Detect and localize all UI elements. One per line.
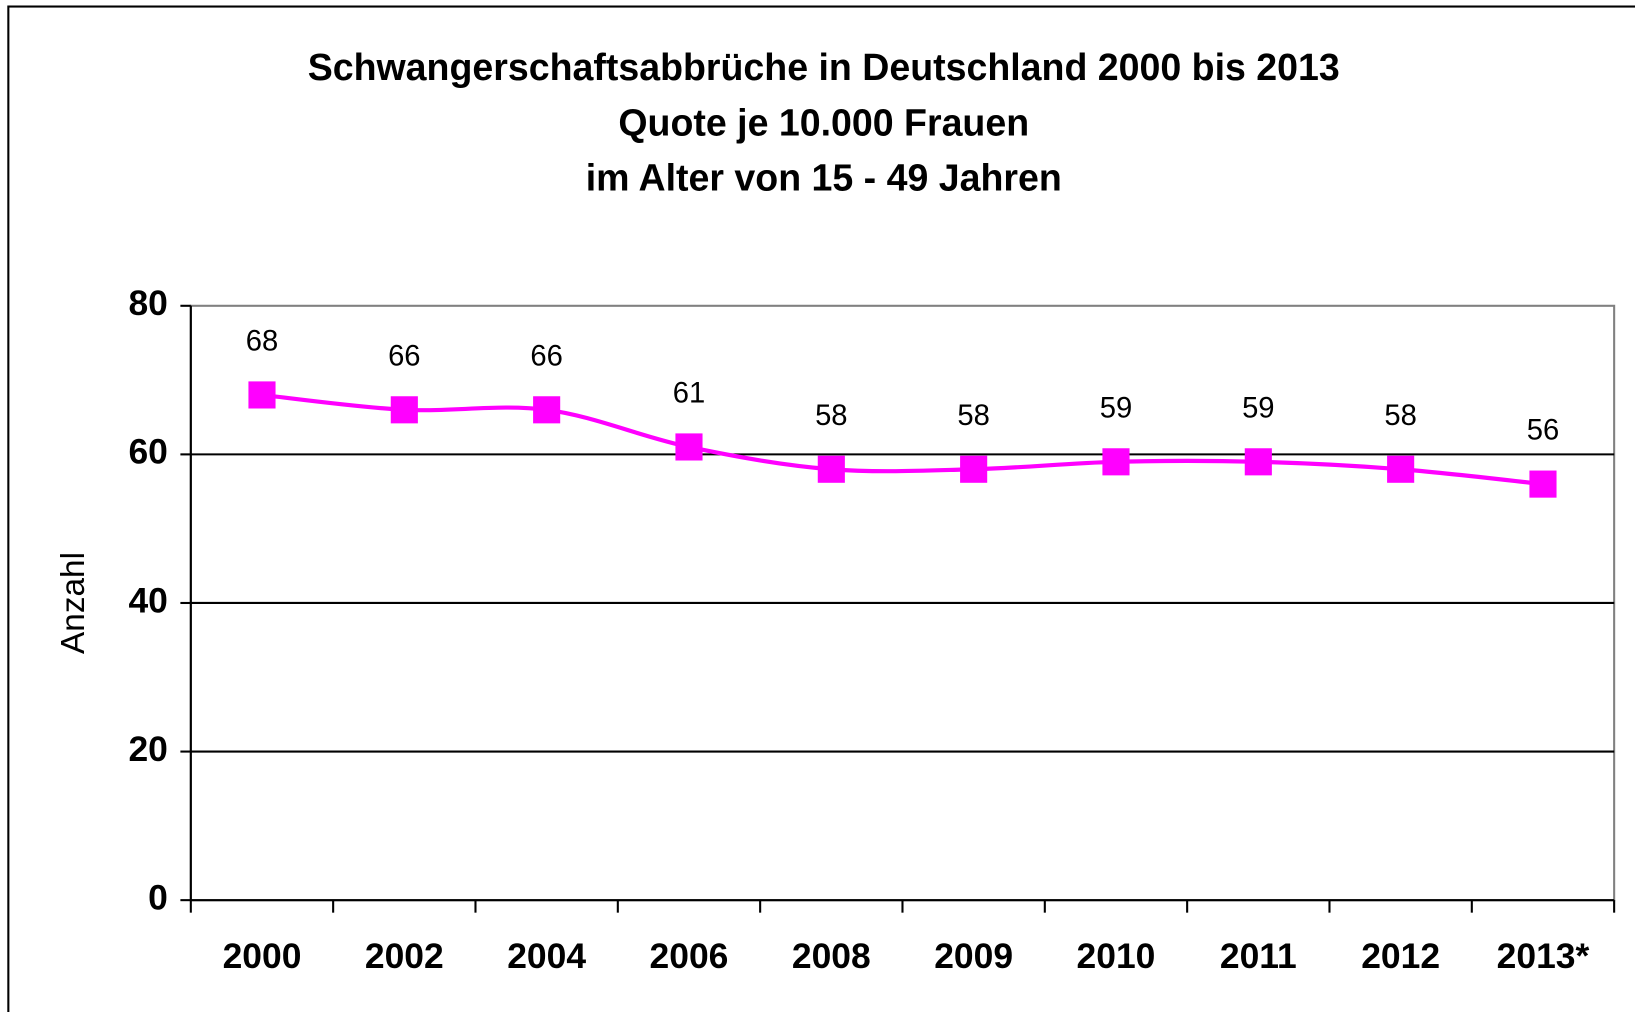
chart-subtitle: im Alter von 15 - 49 Jahren xyxy=(586,157,1062,199)
x-tick-label: 2006 xyxy=(650,936,729,976)
marker xyxy=(390,396,418,424)
chart-border xyxy=(7,5,1635,1012)
x-tick-label: 2008 xyxy=(792,936,871,976)
x-tick-label: 2000 xyxy=(223,936,302,976)
x-tick-label: 2012 xyxy=(1361,936,1440,976)
marker xyxy=(960,455,988,483)
marker xyxy=(1244,448,1272,476)
y-tick-label: 80 xyxy=(128,283,167,323)
data-label: 66 xyxy=(530,340,562,372)
chart-title: Schwangerschaftsabbrüche in Deutschland … xyxy=(308,46,1340,88)
x-tick-label: 2009 xyxy=(934,936,1013,976)
x-tick-label: 2010 xyxy=(1077,936,1156,976)
marker xyxy=(675,433,703,461)
y-tick-label: 40 xyxy=(128,580,167,620)
y-tick-label: 0 xyxy=(148,878,168,918)
x-tick-label: 2004 xyxy=(507,936,586,976)
data-label: 58 xyxy=(815,400,847,432)
data-label: 56 xyxy=(1527,415,1559,447)
marker xyxy=(1102,448,1130,476)
chart-subtitle: Quote je 10.000 Frauen xyxy=(618,101,1029,143)
y-axis-label: Anzahl xyxy=(55,552,92,654)
line xyxy=(261,392,1544,487)
marker xyxy=(533,396,561,424)
data-label: 68 xyxy=(246,326,278,358)
x-tick-label: 2011 xyxy=(1220,936,1297,976)
data-label: 59 xyxy=(1242,392,1274,424)
marker xyxy=(1387,455,1415,483)
x-tick-label: 2002 xyxy=(365,936,444,976)
data-label: 66 xyxy=(388,340,420,372)
data-label: 58 xyxy=(1384,400,1416,432)
marker xyxy=(1529,470,1557,498)
x-tick-label: 2013* xyxy=(1497,936,1590,976)
marker xyxy=(248,381,276,409)
data-label: 58 xyxy=(957,400,989,432)
y-tick-label: 20 xyxy=(128,729,167,769)
data-label: 59 xyxy=(1100,392,1132,424)
data-label: 61 xyxy=(673,378,705,410)
marker xyxy=(817,455,845,483)
y-tick-label: 60 xyxy=(128,432,167,472)
